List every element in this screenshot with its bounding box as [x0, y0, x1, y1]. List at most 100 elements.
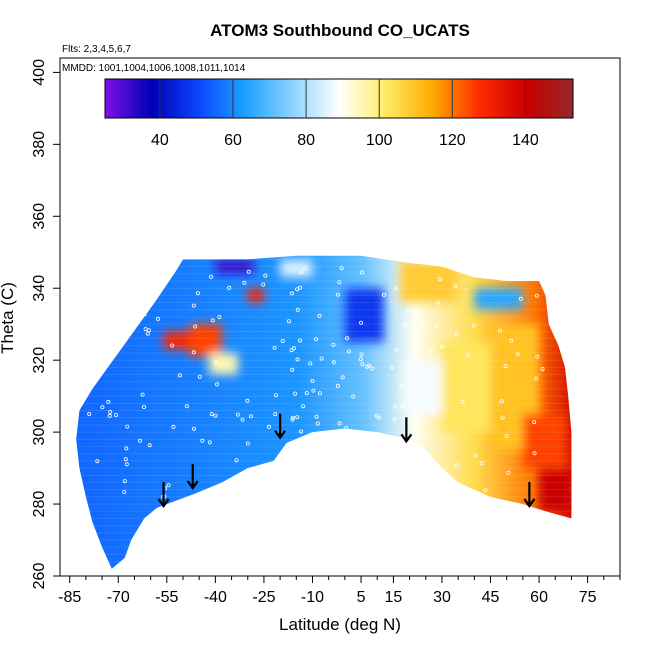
x-axis: -85 -70 -55 -40 -25 -10 5 15 30 45 60 75 — [58, 576, 621, 606]
y-tick-label: 360 — [31, 203, 48, 230]
x-tick-label: -40 — [204, 589, 227, 606]
observation-point — [374, 413, 379, 418]
observation-point — [227, 285, 232, 290]
observation-point — [295, 415, 300, 420]
observation-point — [146, 328, 151, 333]
observation-point — [95, 459, 100, 464]
x-tick-label: -55 — [155, 589, 178, 606]
observation-point — [392, 417, 397, 422]
observation-point — [248, 414, 253, 419]
flights-subtitle: Flts: 2,3,4,5,6,7 — [62, 44, 131, 55]
observation-point — [293, 391, 298, 396]
data-field — [76, 255, 572, 569]
observation-point — [120, 291, 125, 296]
field-region — [474, 288, 523, 310]
observation-point — [524, 271, 529, 276]
field-region — [163, 331, 190, 350]
observation-point — [290, 417, 295, 422]
field-region — [208, 352, 239, 375]
observation-point — [100, 405, 105, 410]
arrows — [157, 413, 536, 508]
field-region — [522, 414, 565, 469]
field-region — [215, 259, 255, 274]
observation-point — [478, 265, 483, 270]
x-tick-label: -10 — [301, 589, 324, 606]
observation-point — [273, 393, 278, 398]
observation-point — [466, 353, 471, 358]
observation-point — [140, 392, 145, 397]
x-tick-label: 75 — [579, 589, 597, 606]
observation-point — [273, 412, 278, 417]
observation-point — [460, 399, 465, 404]
field-region — [403, 360, 442, 415]
observation-point — [534, 293, 539, 298]
observation-point — [290, 415, 295, 420]
observation-point — [498, 328, 503, 333]
observation-point — [124, 462, 129, 467]
observation-point — [122, 479, 127, 484]
observation-point — [193, 324, 198, 329]
observation-point — [344, 426, 349, 431]
observation-point — [242, 280, 247, 285]
observation-point — [163, 267, 168, 272]
observation-point — [335, 383, 340, 388]
observation-point — [112, 324, 117, 329]
observation-point — [304, 391, 309, 396]
observation-point — [427, 348, 432, 353]
observation-point — [177, 373, 182, 378]
observation-point — [504, 433, 509, 438]
observation-point — [191, 426, 196, 431]
observation-point — [166, 483, 171, 488]
arrow-marker — [186, 464, 199, 490]
observation-point — [345, 336, 350, 341]
observation-point — [540, 367, 545, 372]
observation-point — [454, 463, 459, 468]
observation-point — [359, 270, 364, 275]
observation-point — [415, 314, 420, 319]
observation-point — [125, 266, 130, 271]
observation-point — [405, 308, 410, 313]
colorbar-tick-label: 60 — [224, 132, 242, 149]
observation-point — [266, 424, 271, 429]
observation-point — [370, 366, 375, 371]
observation-point — [280, 338, 285, 343]
observation-point — [140, 287, 145, 292]
observation-point — [358, 357, 363, 362]
observation-point — [401, 402, 406, 407]
y-axis-label: Theta (C) — [0, 282, 17, 354]
colorbar-tick-label: 80 — [297, 132, 315, 149]
colorbar-tick-label: 140 — [512, 132, 539, 149]
observation-point — [315, 421, 320, 426]
observation-point — [125, 424, 130, 429]
observation-point — [145, 331, 150, 336]
observation-point — [337, 280, 342, 285]
observation-point — [308, 361, 313, 366]
observation-point — [213, 413, 218, 418]
observation-point — [317, 391, 322, 396]
observation-point — [207, 440, 212, 445]
observation-point — [346, 349, 351, 354]
observation-point — [319, 356, 324, 361]
field-region — [280, 259, 313, 278]
arrow-marker — [523, 482, 536, 508]
arrow-marker — [274, 413, 287, 440]
y-axis: 260 280 300 320 340 360 380 400 — [31, 59, 60, 589]
observation-point — [123, 457, 128, 462]
observation-point — [108, 409, 113, 414]
observation-point — [393, 404, 398, 409]
observation-point — [234, 458, 239, 463]
field-region — [189, 324, 222, 357]
observation-point — [381, 292, 386, 297]
observation-point — [87, 411, 92, 416]
observation-point — [184, 404, 189, 409]
observation-point — [121, 281, 126, 286]
observation-point — [122, 489, 127, 494]
observation-point — [297, 338, 302, 343]
observation-point — [503, 363, 508, 368]
observation-point — [339, 266, 344, 271]
observation-point — [454, 331, 459, 336]
x-tick-label: -70 — [107, 589, 130, 606]
x-tick-label: -25 — [252, 589, 275, 606]
observation-point — [500, 276, 505, 281]
observation-point — [142, 312, 147, 317]
